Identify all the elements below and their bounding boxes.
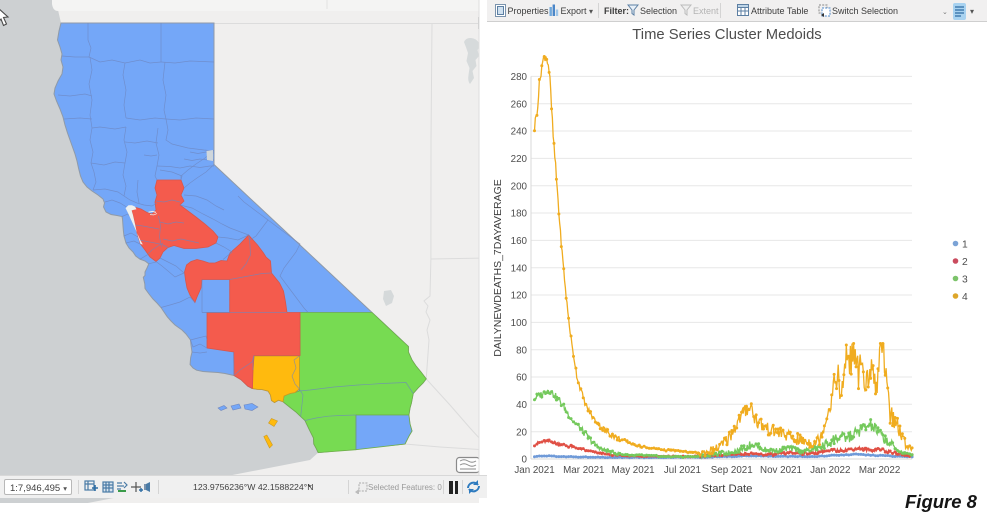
svg-text:Mar 2022: Mar 2022 xyxy=(859,465,900,476)
svg-text:180: 180 xyxy=(511,209,528,220)
svg-text:80: 80 xyxy=(516,345,527,356)
svg-text:160: 160 xyxy=(511,236,528,247)
svg-text:40: 40 xyxy=(516,400,527,411)
svg-text:140: 140 xyxy=(511,263,528,274)
svg-text:20: 20 xyxy=(516,427,527,438)
svg-text:4: 4 xyxy=(962,292,968,303)
svg-text:220: 220 xyxy=(511,154,528,165)
svg-text:Start Date: Start Date xyxy=(702,483,753,495)
svg-text:200: 200 xyxy=(511,181,528,192)
svg-text:280: 280 xyxy=(511,72,528,83)
svg-text:120: 120 xyxy=(511,291,528,302)
svg-text:240: 240 xyxy=(511,127,528,138)
svg-text:0: 0 xyxy=(522,455,528,466)
svg-text:Mar 2021: Mar 2021 xyxy=(563,465,604,476)
svg-text:60: 60 xyxy=(516,373,527,384)
svg-text:1: 1 xyxy=(962,239,968,250)
svg-text:Sep 2021: Sep 2021 xyxy=(711,465,753,476)
svg-text:Nov 2021: Nov 2021 xyxy=(760,465,802,476)
svg-text:2: 2 xyxy=(962,257,968,268)
svg-text:3: 3 xyxy=(962,274,968,285)
svg-text:Jul 2021: Jul 2021 xyxy=(664,465,701,476)
svg-text:Jan 2021: Jan 2021 xyxy=(514,465,554,476)
svg-text:DAILYNEWDEATHS_7DAYAVERAGE: DAILYNEWDEATHS_7DAYAVERAGE xyxy=(492,179,504,357)
svg-text:Jan 2022: Jan 2022 xyxy=(810,465,850,476)
svg-text:260: 260 xyxy=(511,99,528,110)
svg-text:May 2021: May 2021 xyxy=(612,465,655,476)
svg-text:100: 100 xyxy=(511,318,528,329)
